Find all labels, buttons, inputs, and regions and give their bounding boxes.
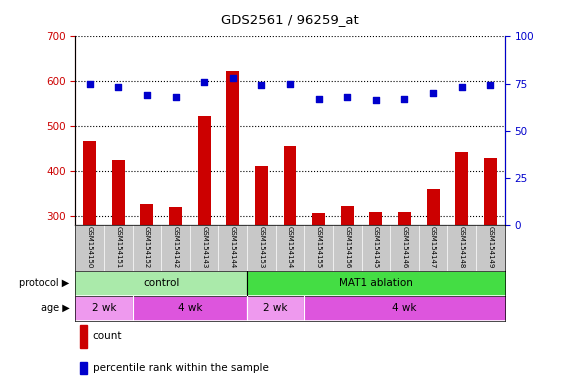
Bar bbox=[226, 71, 239, 225]
Bar bbox=[112, 160, 125, 225]
Bar bbox=[369, 212, 382, 225]
Text: GSM154147: GSM154147 bbox=[430, 227, 436, 269]
Text: 4 wk: 4 wk bbox=[392, 303, 416, 313]
Text: GSM154156: GSM154156 bbox=[344, 227, 350, 269]
Point bbox=[400, 96, 409, 102]
Text: percentile rank within the sample: percentile rank within the sample bbox=[93, 363, 269, 373]
Bar bbox=[79, 362, 88, 374]
Text: GSM154148: GSM154148 bbox=[459, 227, 465, 269]
Bar bbox=[169, 207, 182, 225]
Point bbox=[171, 94, 180, 100]
Text: GSM154155: GSM154155 bbox=[316, 227, 322, 269]
Point bbox=[485, 82, 495, 88]
Text: 2 wk: 2 wk bbox=[92, 303, 116, 313]
Bar bbox=[140, 205, 153, 225]
Bar bbox=[484, 158, 496, 225]
Text: age ▶: age ▶ bbox=[41, 303, 70, 313]
Bar bbox=[198, 116, 211, 225]
Bar bbox=[455, 152, 468, 225]
Point bbox=[457, 84, 466, 90]
Point bbox=[285, 81, 295, 87]
Text: GSM154153: GSM154153 bbox=[258, 227, 264, 269]
Text: GSM154146: GSM154146 bbox=[401, 227, 408, 269]
Text: GSM154152: GSM154152 bbox=[144, 227, 150, 269]
Text: GSM154144: GSM154144 bbox=[230, 227, 236, 269]
Bar bbox=[79, 325, 88, 348]
Bar bbox=[84, 141, 96, 225]
Bar bbox=[284, 146, 296, 225]
Text: GSM154151: GSM154151 bbox=[115, 227, 121, 269]
Text: control: control bbox=[143, 278, 179, 288]
Bar bbox=[255, 166, 268, 225]
Bar bbox=[398, 212, 411, 225]
Text: count: count bbox=[93, 331, 122, 341]
Point bbox=[371, 98, 380, 104]
Text: protocol ▶: protocol ▶ bbox=[19, 278, 70, 288]
Point bbox=[314, 96, 323, 102]
Point bbox=[257, 82, 266, 88]
Text: GSM154145: GSM154145 bbox=[373, 227, 379, 269]
Text: 2 wk: 2 wk bbox=[263, 303, 288, 313]
Text: GSM154154: GSM154154 bbox=[287, 227, 293, 269]
Point bbox=[343, 94, 352, 100]
Text: GSM154149: GSM154149 bbox=[487, 227, 494, 269]
Point bbox=[228, 75, 237, 81]
Text: GSM154150: GSM154150 bbox=[86, 227, 93, 269]
Text: GSM154142: GSM154142 bbox=[172, 227, 179, 269]
Point bbox=[200, 79, 209, 85]
Text: GSM154143: GSM154143 bbox=[201, 227, 207, 269]
Point bbox=[85, 81, 95, 87]
Bar bbox=[341, 206, 354, 225]
Point bbox=[142, 92, 151, 98]
Bar bbox=[312, 214, 325, 225]
Text: GDS2561 / 96259_at: GDS2561 / 96259_at bbox=[221, 13, 359, 26]
Text: 4 wk: 4 wk bbox=[177, 303, 202, 313]
Text: MAT1 ablation: MAT1 ablation bbox=[339, 278, 413, 288]
Point bbox=[114, 84, 123, 90]
Bar bbox=[427, 189, 440, 225]
Point bbox=[429, 90, 438, 96]
